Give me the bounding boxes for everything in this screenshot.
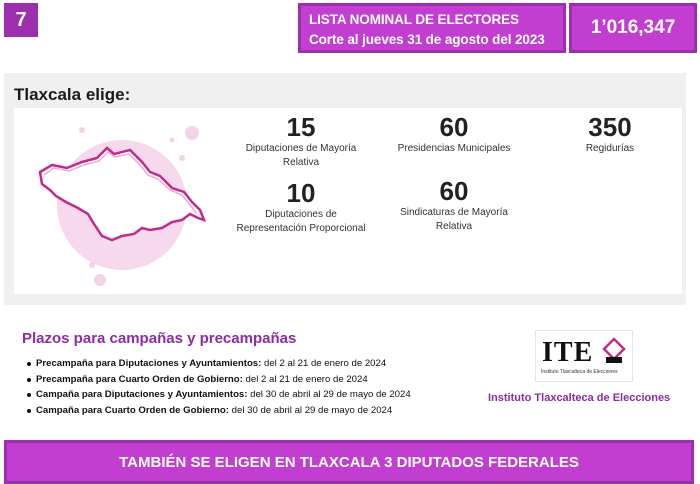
stat-label: Relativa xyxy=(435,221,473,232)
stat-number: 60 xyxy=(439,112,469,142)
deadline-label: Campaña para Cuarto Orden de Gobierno: xyxy=(36,404,229,416)
deadline-dates: del 2 al 21 de enero de 2024 xyxy=(261,358,387,369)
stat-sindicaturas: 60 Sindicaturas de Mayoría Relativa xyxy=(384,176,524,234)
stat-label: Regidurías xyxy=(585,143,635,154)
stat-number: 10 xyxy=(286,178,316,208)
stat-label: Representación Proporcional xyxy=(236,223,366,234)
decor-dot xyxy=(79,127,85,133)
header-title: LISTA NOMINAL DE ELECTORES xyxy=(309,12,519,27)
deadline-dates: del 2 al 21 de enero de 2024 xyxy=(242,373,368,385)
deadline-label: Campaña para Diputaciones y Ayuntamiento… xyxy=(36,389,248,400)
electoral-roll-header: LISTA NOMINAL DE ELECTORES Corte al juev… xyxy=(298,3,566,53)
deadline-dates: del 30 de abril al 29 de mayo de 2024 xyxy=(247,389,411,400)
stat-number: 60 xyxy=(439,176,469,206)
deadline-dates: del 30 de abril al 29 de mayo de 2024 xyxy=(228,404,393,416)
tlaxcala-map-illustration xyxy=(38,126,207,286)
stat-regidurias: 350 Regidurías xyxy=(560,112,660,156)
ite-logo: ITE Instituto Tlaxcalteca de Elecciones xyxy=(535,330,633,382)
list-item: Precampaña para Diputaciones y Ayuntamie… xyxy=(22,356,411,372)
ite-logo-text: ITE xyxy=(542,337,594,368)
ite-caption: Instituto Tlaxcalteca de Elecciones xyxy=(488,392,671,404)
list-item: Campaña para Cuarto Orden de Gobierno: d… xyxy=(22,403,411,419)
header-cutoff-date: Corte al jueves 31 de agosto del 2023 xyxy=(309,32,545,47)
tlaxcala-outline xyxy=(38,146,207,242)
summary-title: Tlaxcala elige: xyxy=(14,85,131,104)
tlaxcala-inner-line xyxy=(43,151,197,214)
decor-dot xyxy=(185,126,199,140)
stat-number: 15 xyxy=(286,112,316,142)
stat-label: Presidencias Municipales xyxy=(397,143,511,154)
deadlines-title: Plazos para campañas y precampañas xyxy=(22,330,297,347)
stat-diputaciones-mayoria: 15 Diputaciones de Mayoría Relativa xyxy=(232,112,370,170)
decor-dot xyxy=(169,137,175,143)
section-number-badge: 7 xyxy=(4,3,38,37)
stat-presidencias-municipales: 60 Presidencias Municipales xyxy=(384,112,524,156)
deadline-label: Precampaña para Diputaciones y Ayuntamie… xyxy=(36,358,262,369)
stat-label: Diputaciones de Mayoría xyxy=(245,143,357,154)
decor-dot xyxy=(179,155,185,161)
list-item: Campaña para Diputaciones y Ayuntamiento… xyxy=(22,387,411,403)
deadlines-list: Precampaña para Diputaciones y Ayuntamie… xyxy=(22,356,411,418)
list-item: Precampaña para Cuarto Orden de Gobierno… xyxy=(22,372,411,388)
ballot-box-icon xyxy=(602,337,626,363)
stat-diputaciones-representacion: 10 Diputaciones de Representación Propor… xyxy=(226,178,376,236)
ite-logo-subtitle: Instituto Tlaxcalteca de Elecciones xyxy=(541,369,618,375)
stat-label: Diputaciones de xyxy=(265,209,337,220)
stat-label: Sindicaturas de Mayoría xyxy=(400,207,508,218)
decor-dot xyxy=(89,262,95,268)
stat-number: 350 xyxy=(588,112,632,142)
electoral-roll-total: 1’016,347 xyxy=(569,3,697,53)
stat-label: Relativa xyxy=(282,157,320,168)
deadline-label: Precampaña para Cuarto Orden de Gobierno… xyxy=(36,373,243,385)
federal-deputies-banner: TAMBIÉN SE ELIGEN EN TLAXCALA 3 DIPUTADO… xyxy=(4,440,694,484)
decor-dot xyxy=(94,274,106,286)
